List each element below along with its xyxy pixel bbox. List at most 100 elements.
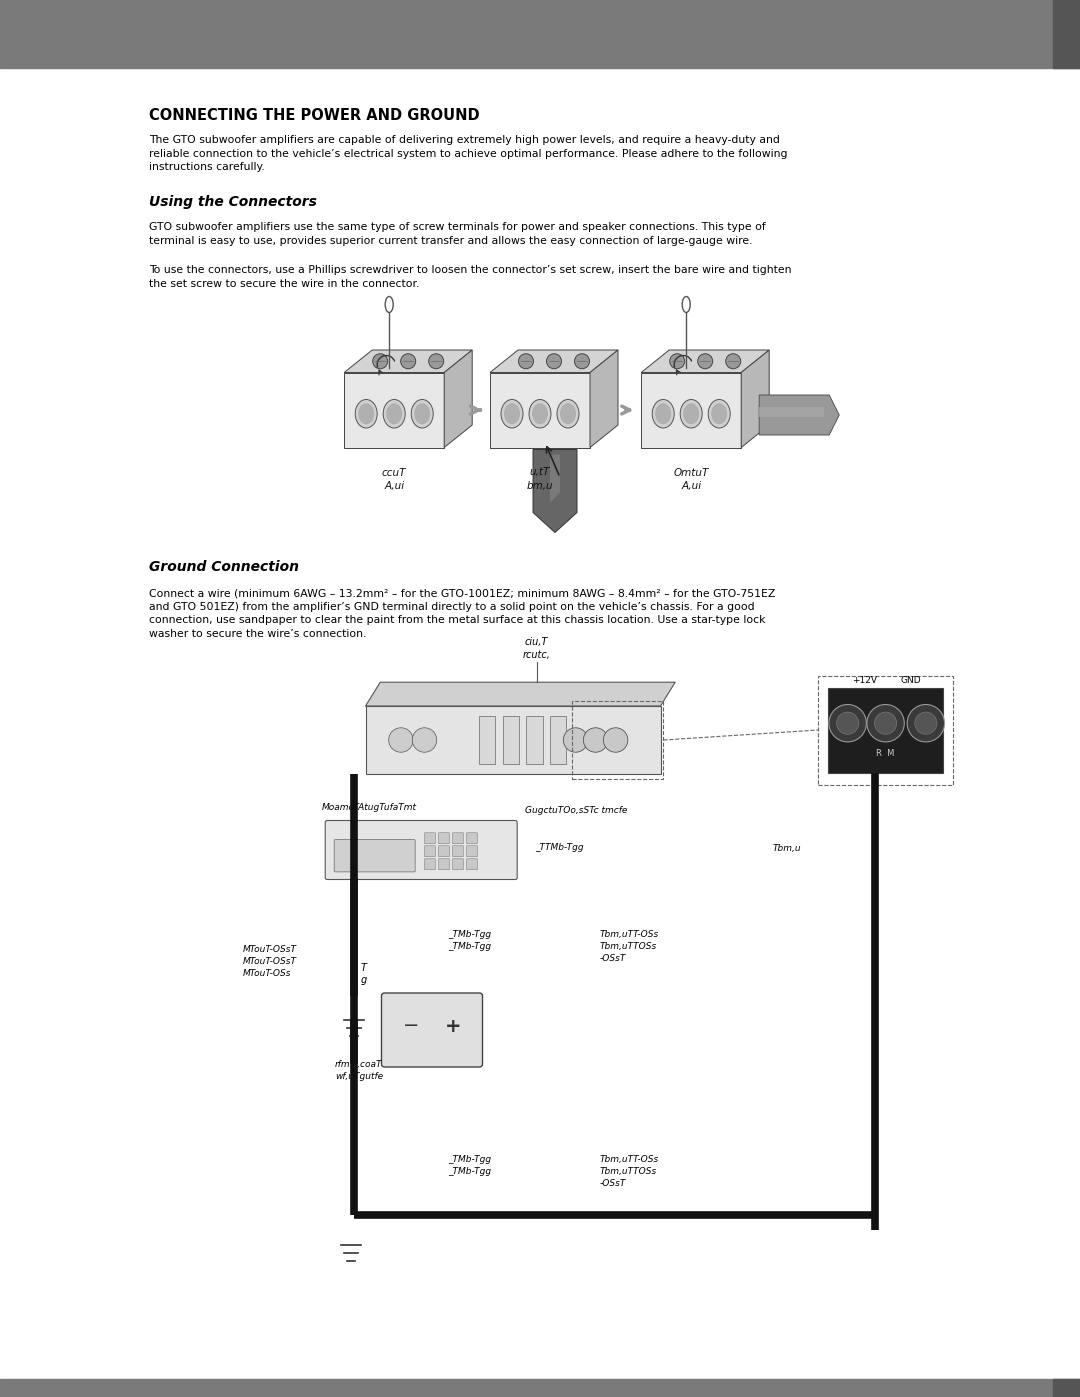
Ellipse shape	[504, 404, 519, 425]
Text: Tbm,uTT-OSs
Tbm,uTTOSs
-OSsT: Tbm,uTT-OSs Tbm,uTTOSs -OSsT	[599, 1155, 659, 1187]
Text: _TMb-Tgg
_TMb-Tgg: _TMb-Tgg _TMb-Tgg	[448, 930, 491, 951]
Circle shape	[429, 353, 444, 369]
Bar	[526, 717, 542, 764]
Text: Tbm,uTT-OSs
Tbm,uTTOSs
-OSsT: Tbm,uTT-OSs Tbm,uTTOSs -OSsT	[599, 930, 659, 963]
Circle shape	[413, 728, 436, 752]
FancyBboxPatch shape	[424, 845, 435, 856]
Text: Connect a wire (minimum 6AWG – 13.2mm² – for the GTO-1001EZ; minimum 8AWG – 8.4m: Connect a wire (minimum 6AWG – 13.2mm² –…	[149, 588, 775, 638]
Text: _TTMb-Tgg: _TTMb-Tgg	[536, 844, 584, 852]
Text: GTO subwoofer amplifiers use the same type of screw terminals for power and spea: GTO subwoofer amplifiers use the same ty…	[149, 222, 766, 246]
Polygon shape	[759, 395, 839, 434]
Bar	[0, 0, 1080, 68]
FancyBboxPatch shape	[365, 705, 661, 774]
Circle shape	[604, 728, 627, 752]
Polygon shape	[759, 407, 824, 416]
FancyBboxPatch shape	[828, 687, 943, 773]
Ellipse shape	[652, 400, 674, 427]
Text: CONNECTING THE POWER AND GROUND: CONNECTING THE POWER AND GROUND	[149, 108, 480, 123]
FancyBboxPatch shape	[490, 373, 590, 447]
Circle shape	[867, 704, 904, 742]
Text: −: −	[403, 1017, 419, 1035]
FancyBboxPatch shape	[424, 833, 435, 844]
Circle shape	[875, 712, 896, 735]
Bar	[819, 676, 953, 785]
FancyBboxPatch shape	[438, 859, 449, 870]
Text: The GTO subwoofer amplifiers are capable of delivering extremely high power leve: The GTO subwoofer amplifiers are capable…	[149, 136, 787, 172]
Circle shape	[575, 353, 590, 369]
Ellipse shape	[355, 400, 377, 427]
FancyBboxPatch shape	[345, 373, 444, 447]
Circle shape	[373, 353, 388, 369]
Polygon shape	[741, 351, 769, 447]
FancyBboxPatch shape	[467, 859, 477, 870]
Text: rfmT-,coaT
wf,uTgutfe: rfmT-,coaT wf,uTgutfe	[335, 1060, 383, 1081]
Bar	[572, 701, 663, 780]
Circle shape	[401, 353, 416, 369]
Text: T
g: T g	[361, 963, 366, 985]
Ellipse shape	[708, 400, 730, 427]
Polygon shape	[550, 454, 561, 503]
Circle shape	[564, 728, 588, 752]
Text: +: +	[445, 1017, 461, 1035]
Text: _TMb-Tgg
_TMb-Tgg: _TMb-Tgg _TMb-Tgg	[448, 1155, 491, 1176]
Bar	[1053, 0, 1080, 68]
Ellipse shape	[383, 400, 405, 427]
FancyBboxPatch shape	[642, 373, 741, 447]
Text: ccuT
A,ui: ccuT A,ui	[382, 468, 406, 490]
Bar	[1053, 1379, 1080, 1397]
FancyBboxPatch shape	[381, 993, 483, 1067]
Polygon shape	[490, 351, 618, 373]
Ellipse shape	[656, 404, 671, 425]
Circle shape	[389, 728, 414, 752]
Ellipse shape	[359, 404, 374, 425]
Text: R  M: R M	[876, 749, 895, 759]
Text: Ground Connection: Ground Connection	[149, 560, 299, 574]
Text: MTouT-OSsT
MTouT-OSsT
MTouT-OSs: MTouT-OSsT MTouT-OSsT MTouT-OSs	[243, 944, 297, 978]
Ellipse shape	[532, 404, 548, 425]
Ellipse shape	[684, 404, 699, 425]
Ellipse shape	[415, 404, 430, 425]
FancyBboxPatch shape	[467, 845, 477, 856]
Polygon shape	[444, 351, 472, 447]
Ellipse shape	[557, 400, 579, 427]
Circle shape	[670, 353, 685, 369]
Text: GugctuTOo,sSTc tmcfe: GugctuTOo,sSTc tmcfe	[525, 806, 627, 814]
FancyBboxPatch shape	[453, 833, 463, 844]
FancyBboxPatch shape	[325, 820, 517, 880]
Circle shape	[829, 704, 866, 742]
Circle shape	[583, 728, 608, 752]
FancyBboxPatch shape	[467, 833, 477, 844]
Bar	[502, 717, 518, 764]
Text: MoamcTAtugTufaTmt: MoamcTAtugTufaTmt	[322, 803, 417, 812]
Text: To use the connectors, use a Phillips screwdriver to loosen the connector’s set : To use the connectors, use a Phillips sc…	[149, 265, 792, 289]
Circle shape	[837, 712, 859, 735]
Polygon shape	[590, 351, 618, 447]
Ellipse shape	[712, 404, 727, 425]
FancyBboxPatch shape	[453, 859, 463, 870]
FancyBboxPatch shape	[453, 845, 463, 856]
Text: +12V: +12V	[852, 676, 877, 685]
Ellipse shape	[387, 404, 402, 425]
Ellipse shape	[411, 400, 433, 427]
Circle shape	[726, 353, 741, 369]
Bar	[550, 717, 566, 764]
Polygon shape	[642, 351, 769, 373]
Polygon shape	[534, 450, 577, 532]
FancyBboxPatch shape	[424, 859, 435, 870]
Text: Using the Connectors: Using the Connectors	[149, 196, 316, 210]
Circle shape	[915, 712, 936, 735]
Bar	[480, 717, 496, 764]
Text: u,tT
bm,u: u,tT bm,u	[527, 468, 553, 490]
Ellipse shape	[501, 400, 523, 427]
Polygon shape	[345, 351, 472, 373]
Ellipse shape	[680, 400, 702, 427]
Text: Tbm,u: Tbm,u	[772, 844, 801, 852]
Circle shape	[698, 353, 713, 369]
Ellipse shape	[561, 404, 576, 425]
Text: OmtuT
A,ui: OmtuT A,ui	[674, 468, 708, 490]
Ellipse shape	[529, 400, 551, 427]
FancyBboxPatch shape	[438, 845, 449, 856]
FancyBboxPatch shape	[438, 833, 449, 844]
Circle shape	[907, 704, 945, 742]
Polygon shape	[365, 682, 675, 705]
